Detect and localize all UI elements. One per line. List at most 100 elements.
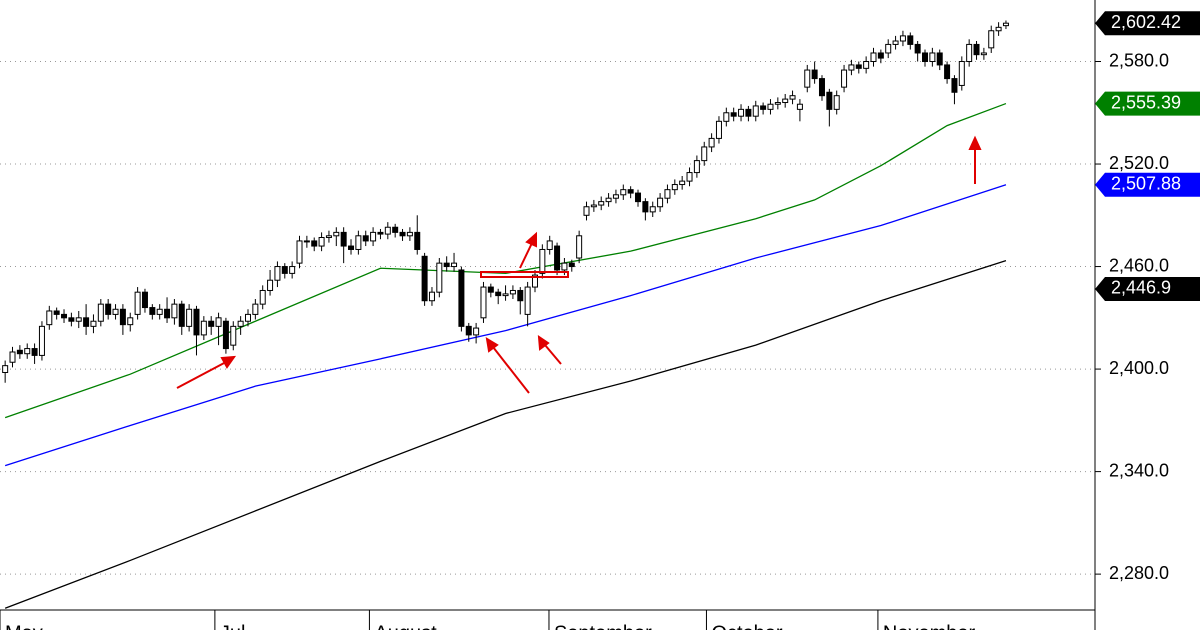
candle-body [311,240,318,247]
y-tick-label: 2,340.0 [1109,460,1169,480]
annotation-arrow [176,361,227,389]
candle-body [340,231,347,247]
candle-body [922,52,929,63]
candle-body [811,69,818,80]
candle-body [38,325,45,356]
candle-body [635,192,642,203]
candle-body [399,231,406,237]
candle-body [627,189,634,194]
candle-body [119,308,126,326]
price-label-box [1095,11,1200,36]
candle-body [186,308,193,327]
candle-body [531,274,538,288]
candle-body [406,231,413,237]
candle-body [944,64,951,80]
annotations [176,135,982,394]
moving-average-line [4,259,1007,609]
candle-body [289,266,296,274]
candle-body [929,52,936,63]
candle-body [701,146,708,162]
price-label: 2,602.42 [1111,12,1181,32]
candle-body [370,231,377,242]
candle-body [502,293,509,297]
candle-body [252,303,259,315]
y-tick-label: 2,520.0 [1109,153,1169,173]
annotation-arrow [519,242,533,269]
candle-body [24,348,31,355]
candle-body [936,52,943,66]
candle-body [325,235,332,239]
candle-body [178,303,185,327]
candle-body [686,172,693,182]
candle-body [1002,22,1009,27]
candle-body [774,102,781,105]
candle-body [222,320,229,350]
candle-body [436,262,443,293]
candle-body [9,351,16,363]
candle-body [75,317,82,322]
price-label-box [1095,276,1200,301]
candle-body [230,325,237,346]
candle-body [200,320,207,336]
candle-body [53,310,60,315]
price-label: 2,507.88 [1111,173,1181,193]
candle-body [738,108,745,117]
annotation-arrow [544,344,562,365]
candle-body [730,112,737,117]
candle-body [83,317,90,327]
candle-body [995,26,1002,32]
candle-body [693,160,700,174]
candle-body [451,262,458,268]
candle-body [760,105,767,110]
candle-body [68,317,75,322]
candle-body [745,108,752,117]
candle-body [576,235,583,259]
candle-body [863,61,870,69]
candle-body [848,64,855,71]
y-tick-label: 2,460.0 [1109,255,1169,275]
candle-layer [2,20,1009,383]
candle-body [517,289,524,302]
candle-body [318,237,325,247]
candle-body [495,291,502,297]
candle-body [951,78,958,93]
candle-body [348,245,355,250]
candle-body [127,317,134,326]
candle-body [480,286,487,319]
candle-body [620,189,627,196]
candle-body [473,327,480,336]
candle-body [458,269,465,327]
candle-body [818,78,825,97]
candle-body [164,308,171,319]
annotation-box [480,271,569,278]
candle-body [97,303,104,322]
x-tick-label: November [883,622,976,630]
candle-body [303,240,310,243]
candle-body [443,262,450,268]
candle-body [465,325,472,336]
candle-body [274,266,281,281]
candle-body [392,226,399,233]
candle-body [215,317,222,327]
y-tick-label: 2,580.0 [1109,50,1169,70]
candle-body [723,112,730,122]
annotation-arrowhead [525,231,537,248]
candle-body [767,103,774,110]
candle-body [244,313,251,322]
candle-body [428,291,435,302]
price-label-box [1095,91,1200,116]
candle-body [583,206,590,216]
candle-body [612,194,619,199]
candle-body [112,308,119,315]
annotation-arrowhead [968,135,982,150]
candle-body [907,35,914,45]
candle-body [134,291,141,315]
candle-body [31,348,38,356]
candle-body [715,120,722,139]
candle-body [973,43,980,56]
candle-body [752,105,759,117]
ma-layer [4,102,1007,609]
candle-body [855,64,862,69]
price-label-box [1095,172,1200,197]
axis-layer: 2,280.0 2,340.0 2,400.0 2,460.0 2,520.0 2,580… [0,11,1200,630]
